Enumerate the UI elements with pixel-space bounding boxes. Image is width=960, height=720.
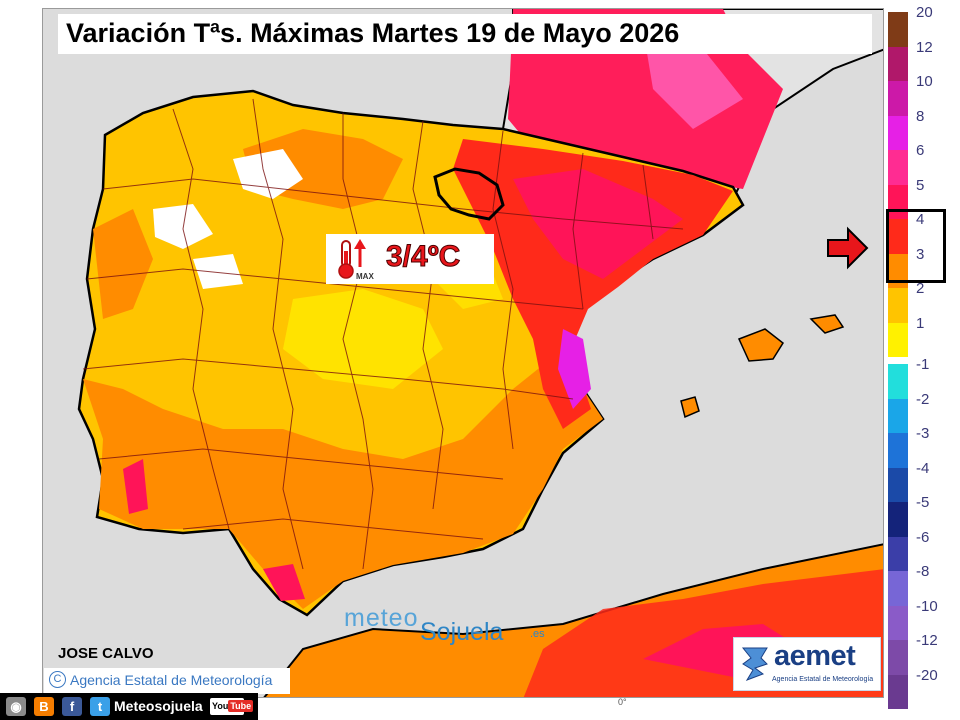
aemet-wordmark: aemet (774, 640, 856, 672)
meridian-mark: 0° (618, 697, 627, 707)
legend-label-negative-6: -8 (916, 563, 930, 580)
legend-label-positive-5: 5 (916, 176, 925, 194)
la-rioja-outline (433, 167, 505, 221)
legend-label-positive-7: 3 (916, 245, 925, 263)
arrow-right-icon (827, 226, 869, 270)
legend-swatch-negative-3 (888, 467, 908, 502)
aemet-logo: aemet Agencia Estatal de Meteorología (733, 637, 881, 691)
legend-swatch-negative-2 (888, 433, 908, 468)
mallorca-island (737, 328, 784, 362)
social-handle: Meteosojuela (114, 698, 203, 714)
temperature-map (42, 8, 884, 698)
facebook-icon[interactable]: f (62, 697, 82, 716)
legend-swatch-negative-5 (888, 536, 908, 571)
legend-label-negative-0: -1 (916, 356, 930, 373)
blogger-icon[interactable]: B (34, 697, 54, 716)
interior-yellow-patch (283, 289, 443, 389)
legend-label-positive-0: 20 (916, 4, 933, 21)
legend-label-negative-2: -3 (916, 425, 930, 442)
legend-label-positive-6: 4 (916, 211, 925, 228)
valencia-magenta-area (558, 329, 591, 409)
legend-label-negative-4: -5 (916, 494, 930, 511)
credit-text: Agencia Estatal de Meteorología (70, 672, 273, 688)
logo-part-es: .es (530, 628, 545, 640)
youtube-tube: Tube (228, 700, 254, 712)
legend-swatch-positive-3 (888, 115, 908, 150)
anomaly-label-box: MAX 3/4ºC (326, 234, 494, 284)
youtube-label: You (212, 701, 229, 711)
legend-swatch-positive-1 (888, 46, 908, 81)
map-title: Variación Tªs. Máximas Martes 19 de Mayo… (58, 14, 872, 54)
thermometer-up-icon: MAX (338, 239, 374, 281)
legend-swatch-negative-4 (888, 502, 908, 537)
ebro-pink-area (513, 169, 683, 279)
social-bar: ◉ B f t Meteosojuela You Tube (0, 693, 258, 720)
logo-part-meteo: meteo (344, 604, 419, 632)
aemet-subtitle: Agencia Estatal de Meteorología (772, 676, 874, 683)
legend-swatch-positive-2 (888, 81, 908, 116)
youtube-icon[interactable]: You Tube (210, 698, 254, 715)
aemet-emblem-icon (741, 647, 768, 681)
legend-label-positive-8: 2 (916, 280, 925, 297)
meteosojuela-logo: meteo Sojuela .es (344, 604, 554, 648)
anomaly-value: 3/4ºC (385, 240, 461, 274)
legend-swatch-positive-7 (888, 253, 908, 288)
credit-box: C Agencia Estatal de Meteorología (44, 668, 290, 694)
legend-label-positive-4: 6 (916, 142, 925, 159)
legend-swatch-positive-9 (888, 322, 908, 357)
legend-label-negative-3: -4 (916, 459, 930, 477)
province-borders (82, 98, 684, 570)
legend-swatch-negative-6 (888, 571, 908, 606)
legend-swatch-negative-7 (888, 605, 908, 640)
copyright-icon: C (49, 671, 66, 688)
legend-label-positive-1: 12 (916, 38, 933, 56)
galicia-orange-area (93, 209, 153, 319)
legend-swatch-negative-8 (888, 640, 908, 675)
legend-swatch-positive-6 (888, 219, 908, 254)
instagram-icon[interactable]: ◉ (6, 697, 26, 716)
legend-swatch-positive-0 (888, 12, 908, 47)
white-patch-1 (233, 149, 303, 199)
author-name: JOSE CALVO (58, 645, 154, 662)
ibiza-island (680, 396, 700, 419)
legend-label-negative-7: -10 (916, 597, 938, 615)
logo-part-sojuela: Sojuela (420, 618, 504, 646)
legend-label-negative-8: -12 (916, 632, 938, 649)
legend-swatch-negative-9 (888, 674, 908, 709)
twitter-icon[interactable]: t (90, 697, 110, 716)
legend-highlight-box (886, 209, 946, 283)
legend-swatch-positive-8 (888, 288, 908, 323)
legend-label-positive-3: 8 (916, 107, 925, 125)
legend-label-positive-9: 1 (916, 314, 925, 332)
portugal-hotspot (123, 459, 148, 514)
thermometer-label: MAX (356, 272, 374, 281)
menorca-island (809, 314, 845, 334)
southern-orange-area (83, 349, 603, 609)
white-patch-3 (193, 254, 243, 289)
france-pink-area (643, 29, 743, 129)
legend-swatch-negative-0 (888, 364, 908, 399)
color-legend: 20 12 10 8 6 5 4 3 2 1 -1 -2 -3 -4 -5 -6 -8 -10 -12 -20 (886, 4, 960, 709)
legend-label-positive-2: 10 (916, 73, 933, 90)
legend-label-negative-9: -20 (916, 666, 938, 684)
legend-swatch-negative-1 (888, 398, 908, 433)
andalusia-hotspot (263, 564, 305, 601)
legend-label-negative-1: -2 (916, 390, 930, 408)
legend-swatch-positive-4 (888, 150, 908, 185)
map-canvas (43, 9, 883, 697)
legend-label-negative-5: -6 (916, 528, 930, 546)
france-anomaly-area (508, 9, 783, 189)
